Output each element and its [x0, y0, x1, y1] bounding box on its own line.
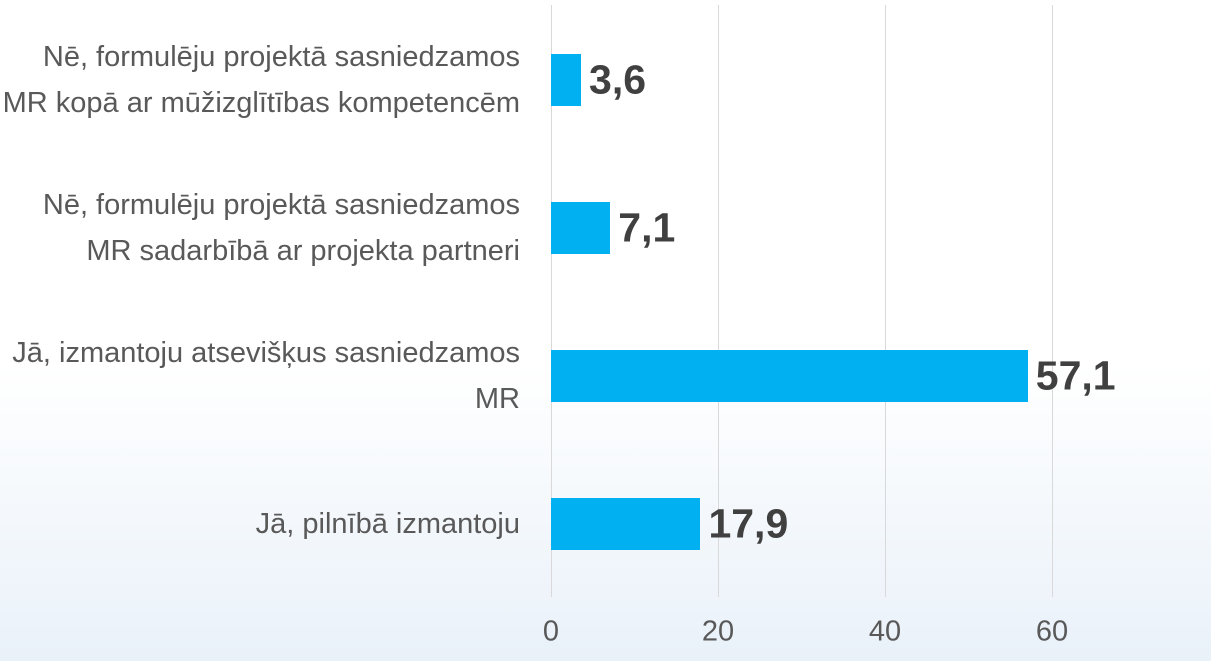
category-label: Jā, izmantoju atsevišķus sasniedzamos MR	[12, 337, 520, 415]
grid-line	[551, 5, 552, 597]
bar	[551, 202, 611, 254]
grid-line	[1052, 5, 1053, 597]
x-tick-label: 60	[1035, 615, 1069, 648]
bar	[551, 54, 582, 106]
x-tick-label: 40	[868, 615, 902, 648]
x-tick-label: 20	[701, 615, 735, 648]
category-label: Jā, pilnībā izmantoju	[255, 508, 520, 540]
bar	[551, 498, 701, 550]
value-label: 17,9	[708, 500, 789, 547]
value-label: 7,1	[618, 204, 676, 251]
grid-line	[885, 5, 886, 597]
value-label: 57,1	[1035, 352, 1116, 399]
x-tick-label: 0	[542, 615, 560, 648]
grid-line	[718, 5, 719, 597]
category-label: Nē, formulēju projektā sasniedzamos MR s…	[42, 189, 520, 267]
category-label: Nē, formulēju projektā sasniedzamos MR k…	[2, 41, 520, 119]
value-label: 3,6	[589, 56, 647, 103]
bar	[551, 350, 1028, 402]
